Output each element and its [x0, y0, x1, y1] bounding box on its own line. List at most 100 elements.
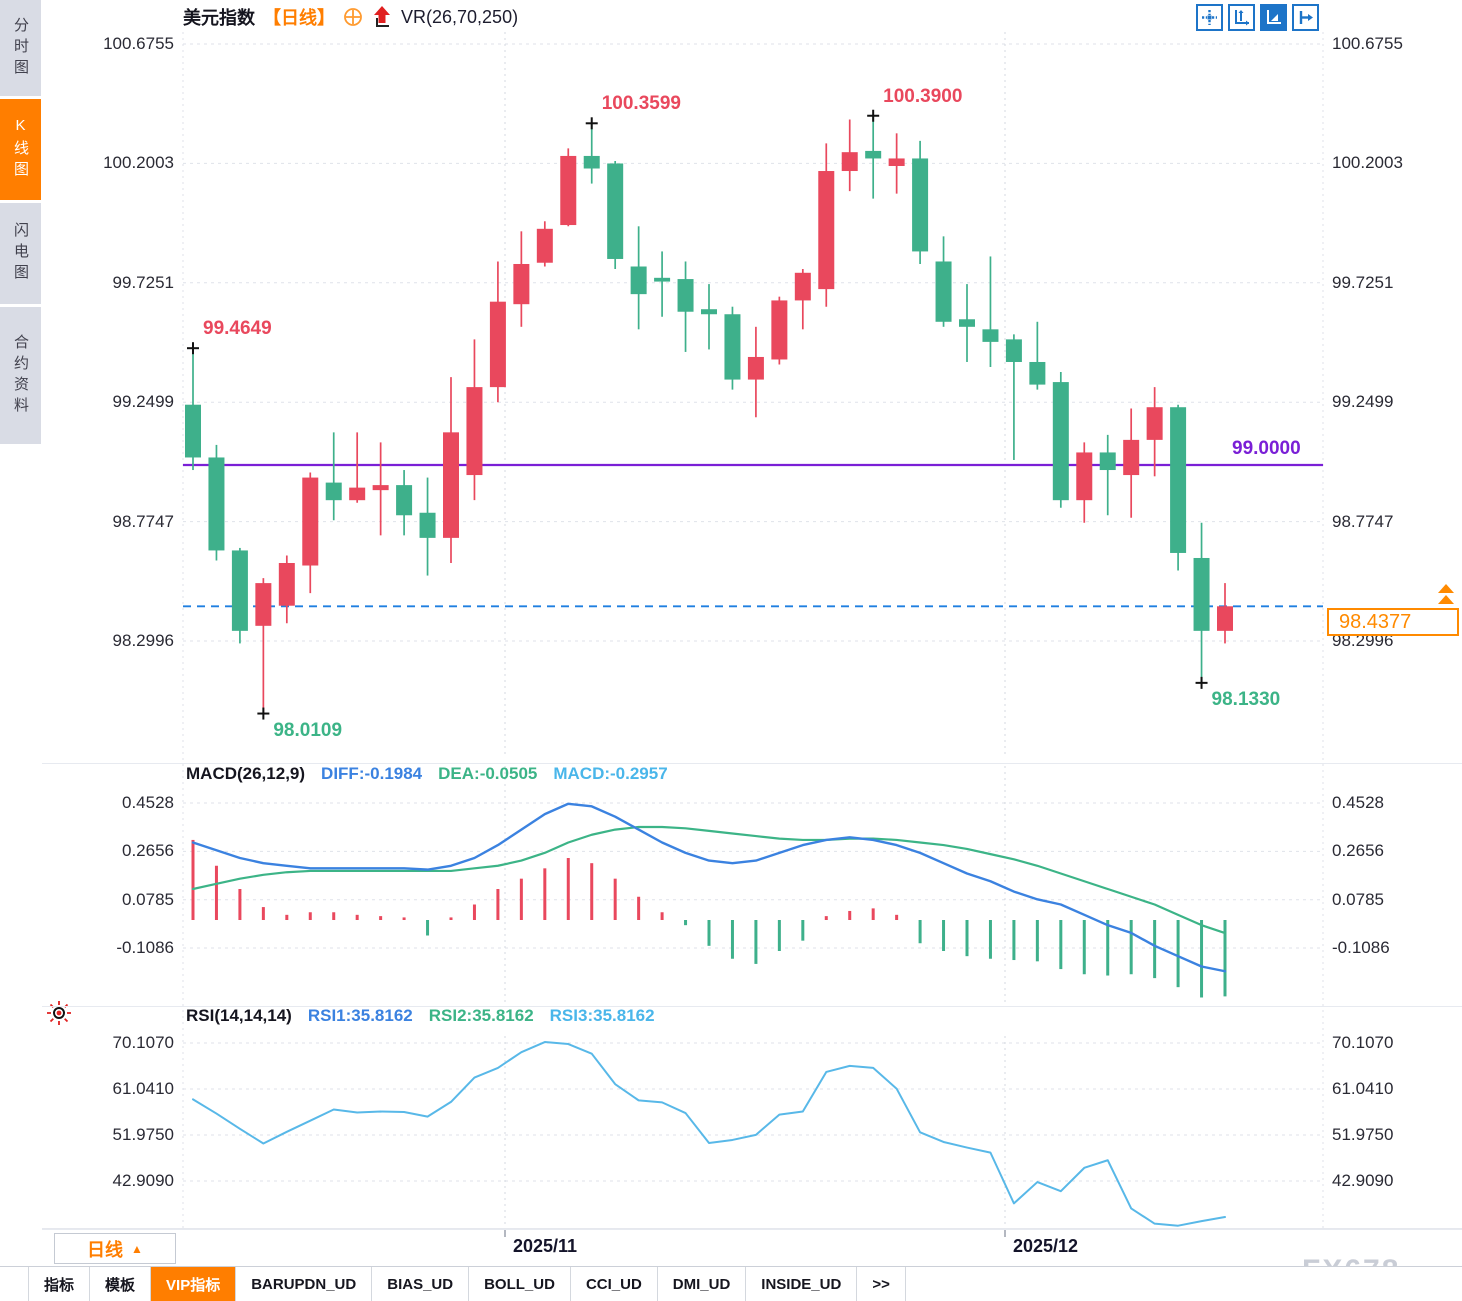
y-axis-tick-left: 100.2003	[103, 153, 174, 173]
macd-histogram-bar	[1176, 920, 1180, 988]
candle-body[interactable]	[1005, 339, 1022, 362]
macd-histogram-bar	[824, 916, 828, 920]
candle-body[interactable]	[630, 266, 647, 295]
period-selector-button[interactable]: 日线 ▲	[54, 1233, 176, 1264]
price-extreme-annotation: 100.3900	[883, 85, 963, 107]
price-extreme-annotation: 100.3599	[601, 93, 681, 115]
macd-histogram-bar	[285, 914, 289, 920]
bottom-tab-3[interactable]: VIP指标	[151, 1267, 237, 1301]
axis-scale-tool-button[interactable]	[1228, 4, 1255, 31]
macd-histogram-bar	[1153, 920, 1157, 979]
candle-body[interactable]	[349, 487, 366, 501]
overlay-indicator-label[interactable]: VR(26,70,250)	[401, 6, 519, 27]
candle-body[interactable]	[701, 309, 717, 315]
candle-body[interactable]	[607, 163, 624, 259]
candle-body[interactable]	[959, 319, 975, 327]
candle-body[interactable]	[818, 171, 835, 290]
bottom-tab-7[interactable]: CCI_UD	[571, 1267, 658, 1301]
candle-body[interactable]	[912, 158, 929, 252]
candle-body[interactable]	[372, 485, 389, 491]
candle-body[interactable]	[255, 583, 272, 626]
panel-separator	[42, 1229, 1462, 1230]
y-axis-tick-right: 42.9090	[1332, 1171, 1394, 1190]
candle-body[interactable]	[654, 277, 671, 282]
candle-body[interactable]	[888, 158, 905, 166]
candle-body[interactable]	[841, 152, 858, 172]
macd-histogram-bar	[426, 920, 430, 936]
y-axis-tick-left: 70.1070	[112, 1033, 174, 1052]
y-axis-tick-right: 99.7251	[1332, 272, 1394, 292]
candle-body[interactable]	[1076, 452, 1093, 501]
candle-body[interactable]	[1193, 557, 1210, 631]
sidebar-tab-2[interactable]: K线图	[0, 99, 41, 200]
macd-histogram-bar	[519, 878, 523, 920]
plus-circle-icon[interactable]	[343, 7, 363, 27]
bottom-tab-2[interactable]: 模板	[90, 1267, 152, 1301]
macd-diff-line	[191, 802, 1227, 973]
candle-body[interactable]	[677, 279, 694, 312]
y-axis-tick-right: 0.0785	[1332, 889, 1384, 909]
y-axis-tick-right: 0.4528	[1332, 793, 1384, 813]
candle-body[interactable]	[1052, 382, 1069, 501]
bottom-tab-6[interactable]: BOLL_UD	[469, 1267, 571, 1301]
candle-body[interactable]	[513, 263, 530, 305]
macd-params-label[interactable]: MACD(26,12,9)	[186, 764, 306, 783]
macd-histogram-bar	[942, 920, 946, 951]
candle-body[interactable]	[1146, 407, 1163, 440]
candle-body[interactable]	[1217, 606, 1233, 631]
candle-body[interactable]	[771, 300, 788, 360]
candle-body[interactable]	[560, 155, 577, 226]
macd-histogram-bar	[1082, 920, 1086, 975]
candle-body[interactable]	[1029, 361, 1046, 385]
candle-body[interactable]	[935, 261, 952, 322]
bottom-tab-9[interactable]: INSIDE_UD	[746, 1267, 858, 1301]
candle-body[interactable]	[1170, 407, 1187, 553]
current-price-box[interactable]: 98.4377	[1327, 608, 1459, 636]
pan-right-tool-button[interactable]	[1292, 4, 1319, 31]
sidebar-tab-3[interactable]: 闪电图	[0, 203, 41, 304]
period-tag[interactable]: 【日线】	[263, 8, 335, 28]
macd-histogram-bar	[895, 914, 899, 920]
macd-histogram-bar	[1012, 920, 1016, 961]
candle-body[interactable]	[443, 432, 459, 538]
candle-body[interactable]	[982, 329, 999, 342]
rsi-line	[192, 1041, 1226, 1227]
candle-body[interactable]	[396, 485, 413, 516]
candle-body[interactable]	[278, 563, 295, 606]
candle-body[interactable]	[1099, 452, 1116, 471]
y-axis-tick-right: 100.6755	[1332, 34, 1403, 53]
panel-separator	[42, 763, 1462, 764]
macd-histogram-bar	[238, 889, 242, 920]
candle-body[interactable]	[794, 272, 811, 301]
candle-body[interactable]	[208, 457, 225, 551]
candle-body[interactable]	[466, 387, 483, 476]
candle-body[interactable]	[185, 404, 201, 458]
candle-body[interactable]	[325, 482, 342, 501]
rsi-params-label[interactable]: RSI(14,14,14)	[186, 1006, 292, 1025]
bottom-tab-10[interactable]: >>	[857, 1267, 906, 1301]
candle-body[interactable]	[865, 150, 882, 159]
triangle-up-icon: ▲	[131, 1241, 143, 1256]
bottom-tab-8[interactable]: DMI_UD	[658, 1267, 747, 1301]
radiant-dot-icon[interactable]	[46, 1000, 72, 1031]
candle-body[interactable]	[724, 314, 741, 380]
chart-title-row: 美元指数 【日线】 VR(26,70,250)	[183, 5, 518, 29]
candle-body[interactable]	[536, 228, 553, 263]
bottom-tab-5[interactable]: BIAS_UD	[372, 1267, 470, 1301]
candle-body[interactable]	[489, 301, 506, 388]
candle-body[interactable]	[583, 155, 600, 169]
candle-body[interactable]	[231, 550, 248, 631]
bottom-tab-4[interactable]: BARUPDN_UD	[236, 1267, 373, 1301]
candle-body[interactable]	[419, 512, 436, 538]
sidebar-tab-4[interactable]: 合约资料	[0, 307, 41, 444]
bottom-tab-1[interactable]: 指标	[28, 1267, 91, 1301]
candle-body[interactable]	[302, 477, 319, 566]
sidebar-tab-1[interactable]: 分时图	[0, 0, 41, 96]
horizontal-level-label[interactable]: 99.0000	[1232, 438, 1301, 459]
axis-play-tool-button[interactable]	[1260, 4, 1287, 31]
crosshair-tool-button[interactable]	[1196, 4, 1223, 31]
candle-body[interactable]	[747, 356, 764, 380]
candle-body[interactable]	[1123, 439, 1140, 476]
